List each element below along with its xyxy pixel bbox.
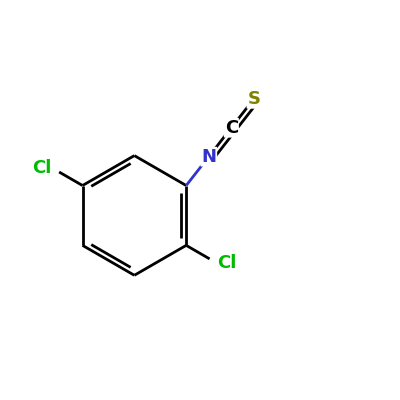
Text: S: S — [248, 90, 260, 108]
Text: N: N — [201, 148, 216, 166]
Text: Cl: Cl — [217, 254, 237, 272]
Text: Cl: Cl — [32, 159, 52, 177]
Text: C: C — [225, 119, 238, 137]
